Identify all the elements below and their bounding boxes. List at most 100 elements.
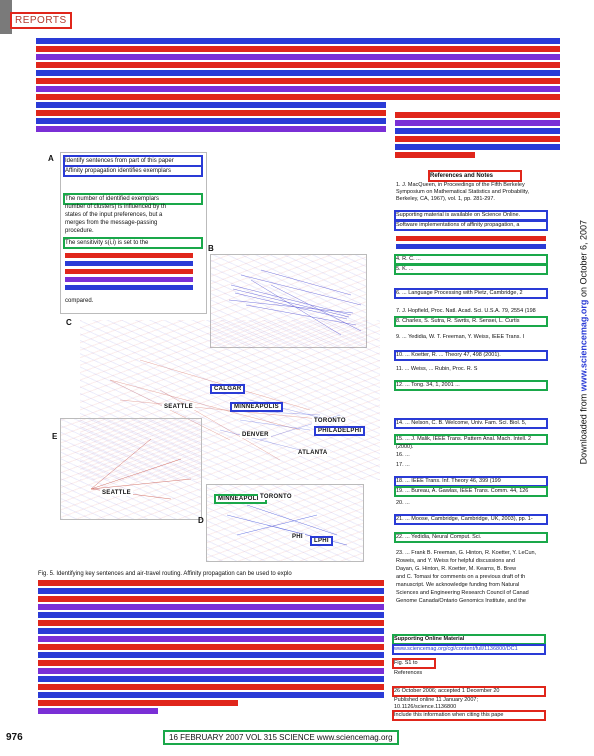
reference-item: 10. ... Koetter, R. ... Theory 47, 498 (…	[394, 350, 548, 361]
side-note-suffix: on October 6, 2007	[578, 220, 588, 300]
text-line	[38, 580, 384, 586]
text-line	[38, 620, 384, 626]
issue-line: 16 FEBRUARY 2007 VOL 315 SCIENCE www.sci…	[163, 730, 399, 745]
reference-item: 12. ... Tong. 34, 1, 2001 ...	[394, 380, 548, 391]
text-line	[38, 636, 384, 642]
reference-item: 14. ... Nelson, C. B. Welcome, Univ. Fam…	[394, 418, 548, 429]
som-fig: Fig. S1 to	[392, 658, 436, 669]
reference-item: 15. ... J. Malik, IEEE Trans. Pattern An…	[394, 434, 548, 445]
side-note-link[interactable]: www.sciencemag.org	[578, 299, 588, 392]
text-line	[395, 120, 560, 126]
page-footer: 976 16 FEBRUARY 2007 VOL 315 SCIENCE www…	[0, 730, 594, 748]
reference-item: 20. ...	[396, 500, 410, 506]
published-line: Published online 11 January 2007;	[394, 697, 478, 703]
reference-item: 9. ... Yedidia, W. T. Freeman, Y. Weiss,…	[396, 334, 524, 340]
side-note-prefix: Downloaded from	[578, 391, 588, 465]
text-line	[36, 78, 560, 84]
panel-a-line: Affinity propagation identifies exemplar…	[63, 165, 203, 177]
text-line	[65, 253, 193, 258]
reference-item: Software implementations of affinity pro…	[394, 220, 548, 231]
reference-item: 1. J. MacQueen, in Proceedings of the Fi…	[396, 182, 525, 188]
text-line	[36, 118, 386, 124]
panel-a-label: A	[48, 154, 54, 163]
section-label: REPORTS	[10, 12, 72, 29]
text-line	[38, 660, 384, 666]
text-line	[396, 236, 546, 241]
text-line	[65, 277, 193, 282]
text-line	[395, 144, 560, 150]
reference-item: (2000).	[396, 444, 414, 450]
text-line	[65, 285, 193, 290]
text-line	[65, 269, 193, 274]
reference-item: 23. ... Frank B. Freeman, G. Hinton, R. …	[396, 550, 537, 556]
route-lines-e	[90, 438, 192, 500]
reference-item: manuscript. We acknowledge funding from …	[396, 582, 520, 588]
reference-item: 21. ... Moose, Cambridge, Cambridge, UK,…	[394, 514, 548, 525]
text-line	[65, 261, 193, 266]
route-lines-c	[109, 359, 341, 461]
panel-e-label: E	[52, 432, 58, 441]
panel-a-line: merges from the message-passing	[65, 220, 158, 226]
text-line	[38, 692, 384, 698]
text-line	[36, 70, 560, 76]
city-phila-d: PHI	[290, 534, 305, 540]
doi-line: 10.1126/science.1136800	[394, 704, 457, 710]
panel-c-map	[80, 320, 380, 480]
reference-item: 5. K. ...	[394, 264, 548, 275]
panel-a-line: The sensitivity s(i,i) is set to the	[63, 237, 203, 249]
text-line	[38, 708, 158, 714]
received-line: 26 October 2006; accepted 1 December 20	[392, 686, 546, 697]
text-line	[38, 604, 384, 610]
reference-item: 6. ... Language Processing with Pietz, C…	[394, 288, 548, 299]
panel-b-label: B	[208, 244, 214, 253]
reference-item: 19. ... Bureau, A. Gawlas, IEEE Trans. C…	[394, 486, 548, 497]
city-seattle-e: SEATTLE	[100, 490, 133, 496]
text-line	[38, 588, 384, 594]
reference-item: Supporting material is available on Scie…	[394, 210, 548, 221]
text-line	[395, 128, 560, 134]
reference-item: Roweis, and Y. Weiss for helpful discuss…	[396, 558, 515, 564]
text-line	[36, 46, 560, 52]
reference-item: 4. R. C. ...	[394, 254, 548, 265]
reference-item: Berkeley, CA, 1967), vol. 1, pp. 281-297…	[396, 196, 495, 202]
panel-a-line: states of the input preferences, but a	[65, 212, 163, 218]
download-side-note: Downloaded from www.sciencemag.org on Oc…	[578, 220, 588, 464]
text-line	[38, 612, 384, 618]
panel-d-label: D	[198, 516, 204, 525]
text-line	[395, 112, 560, 118]
city-toronto-d: TORONTO	[258, 494, 294, 500]
city-phila-d2: LPHI	[310, 536, 333, 546]
reference-item: 18. ... IEEE Trans. Inf. Theory 46, 399 …	[394, 476, 548, 487]
city-philadelphia: PHILADELPHI	[313, 426, 366, 436]
page-number: 976	[6, 732, 23, 743]
text-line	[38, 652, 384, 658]
text-line	[36, 62, 560, 68]
som-label: Supporting Online Material	[392, 634, 546, 645]
text-line	[36, 38, 560, 44]
panel-a-line: number of clusters) is influenced by th	[65, 204, 167, 210]
text-line	[36, 102, 386, 108]
text-line	[36, 126, 386, 132]
som-url[interactable]: www.sciencemag.org/cgi/content/full/1136…	[392, 644, 546, 655]
panel-a-line: Identify sentences from part of this pap…	[63, 155, 203, 167]
reference-item: Symposium on Mathematical Statistics and…	[396, 189, 530, 195]
panel-a-box: Identify sentences from part of this pap…	[60, 152, 207, 314]
text-line	[36, 110, 386, 116]
text-line	[396, 244, 546, 249]
panel-c-label: C	[66, 318, 72, 327]
city-minneapolis-d: MINNEAPOLIS	[214, 494, 267, 504]
reference-item: Dayan, G. Hinton, R. Koetter, M. Kearns,…	[396, 566, 517, 572]
city-calgary: CALGAR	[209, 384, 246, 394]
reference-item: 22. ... Yedidia, Neural Comput. Sci.	[394, 532, 548, 543]
text-line	[38, 668, 384, 674]
online-line: Include this information when citing thi…	[392, 710, 546, 721]
route-lines-b	[228, 269, 362, 336]
panel-a-line: The number of identified exemplars	[63, 193, 203, 205]
text-line	[36, 54, 560, 60]
panel-a-tail: compared.	[65, 298, 94, 304]
text-line	[38, 596, 384, 602]
reference-item: 17. ...	[396, 462, 410, 468]
reference-item: and C. Tomasi for comments on a previous…	[396, 574, 526, 580]
figure-caption: Fig. 5. Identifying key sentences and ai…	[38, 571, 292, 577]
page-edge-tab	[0, 0, 12, 34]
